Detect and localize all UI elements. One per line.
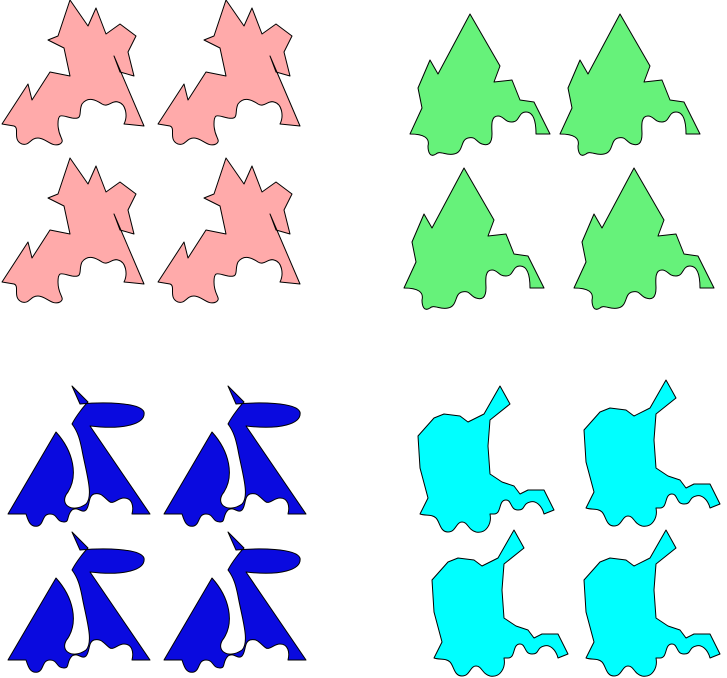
green-shape xyxy=(404,168,544,309)
green-shape xyxy=(560,14,700,155)
cyan-shape xyxy=(418,386,554,532)
green-shape-group xyxy=(404,14,714,309)
blue-shape xyxy=(8,532,150,672)
cyan-shape xyxy=(584,530,720,676)
blue-shape-group xyxy=(8,386,306,672)
pink-shape xyxy=(2,0,144,145)
cyan-shape-group xyxy=(418,380,720,676)
pink-shape-group xyxy=(2,0,300,303)
blue-shape xyxy=(8,386,150,526)
pink-shape xyxy=(2,158,144,303)
cyan-shape xyxy=(432,530,568,676)
pink-shape xyxy=(158,158,300,303)
pink-shape xyxy=(158,0,300,145)
blue-shape xyxy=(164,532,306,672)
blue-shape xyxy=(164,386,306,526)
cyan-shape xyxy=(584,380,720,526)
green-shape xyxy=(410,14,550,155)
green-shape xyxy=(574,168,714,309)
